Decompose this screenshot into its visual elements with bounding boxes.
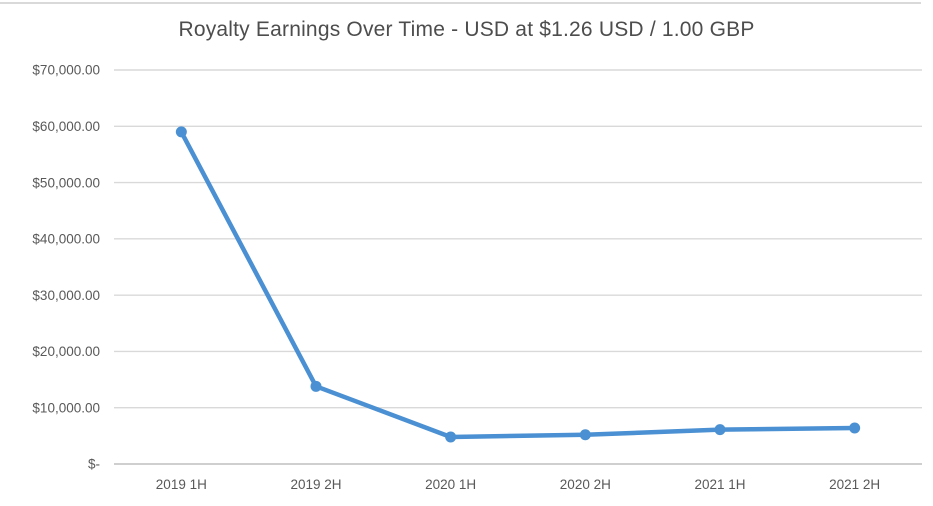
x-axis-tick-label: 2020 1H [425, 477, 476, 492]
data-point-marker [579, 429, 591, 441]
data-point-marker [310, 380, 322, 392]
data-point-marker [714, 424, 726, 436]
x-axis-tick-label: 2019 1H [156, 477, 207, 492]
y-axis-tick-label: $10,000.00 [32, 400, 100, 415]
data-point-marker [445, 431, 457, 443]
y-axis-tick-label: $70,000.00 [32, 63, 100, 78]
chart-title: Royalty Earnings Over Time - USD at $1.2… [178, 18, 755, 41]
y-axis-tick-label: $60,000.00 [32, 119, 100, 134]
y-axis-tick-label: $20,000.00 [32, 344, 100, 359]
window-top-border [0, 2, 921, 4]
x-axis-tick-label: 2019 2H [290, 477, 341, 492]
x-axis-tick-label: 2020 2H [560, 477, 611, 492]
data-point-marker [175, 126, 187, 138]
y-axis-tick-label: $30,000.00 [32, 288, 100, 303]
data-point-marker [849, 422, 861, 434]
x-axis-tick-label: 2021 2H [829, 477, 880, 492]
y-axis-tick-label: $50,000.00 [32, 175, 100, 190]
y-axis-tick-label: $- [88, 457, 100, 472]
data-line [179, 129, 857, 440]
y-axis-tick-label: $40,000.00 [32, 232, 100, 247]
x-axis-tick-label: 2021 1H [694, 477, 745, 492]
